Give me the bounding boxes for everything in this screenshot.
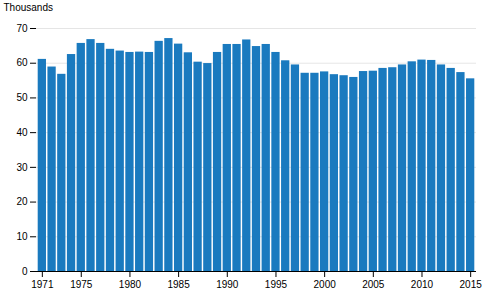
svg-text:1985: 1985	[167, 279, 190, 290]
svg-text:10: 10	[16, 231, 28, 242]
svg-text:1980: 1980	[119, 279, 142, 290]
svg-text:40: 40	[16, 127, 28, 138]
svg-text:1995: 1995	[265, 279, 288, 290]
svg-text:30: 30	[16, 162, 28, 173]
svg-text:1975: 1975	[70, 279, 93, 290]
svg-text:0: 0	[22, 266, 28, 277]
svg-text:60: 60	[16, 57, 28, 68]
svg-text:20: 20	[16, 196, 28, 207]
svg-text:2015: 2015	[460, 279, 483, 290]
svg-text:2005: 2005	[362, 279, 385, 290]
svg-text:70: 70	[16, 23, 28, 34]
svg-text:1990: 1990	[216, 279, 239, 290]
svg-text:Thousands: Thousands	[4, 2, 53, 13]
svg-text:2010: 2010	[411, 279, 434, 290]
svg-text:1971: 1971	[31, 279, 54, 290]
svg-text:50: 50	[16, 92, 28, 103]
svg-text:2000: 2000	[314, 279, 337, 290]
